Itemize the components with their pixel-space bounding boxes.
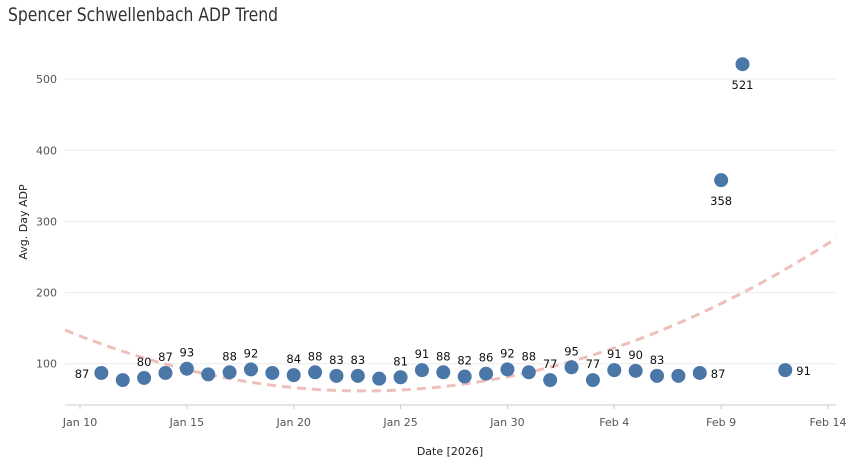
- data-point: [329, 368, 344, 383]
- data-label: 87: [158, 350, 173, 364]
- data-point: [671, 368, 686, 383]
- data-label: 88: [308, 349, 323, 363]
- data-label: 90: [628, 348, 643, 362]
- data-points: [94, 57, 793, 388]
- data-label: 93: [180, 346, 195, 360]
- data-labels: 87 80 87 93 88 92 84 88 83 83 81 91 88 82 86 92 88 77 95 77…: [75, 78, 811, 381]
- data-label: 92: [244, 346, 259, 360]
- y-tick-label: 500: [36, 73, 57, 86]
- y-tick-label: 400: [36, 144, 57, 157]
- data-point: [650, 368, 665, 383]
- data-point: [179, 361, 194, 376]
- trend-line: [64, 237, 837, 393]
- x-tick-label: Feb 14: [810, 416, 847, 429]
- x-tick-label: Jan 10: [62, 416, 97, 429]
- data-point: [457, 369, 472, 384]
- y-tick-label: 300: [36, 215, 57, 228]
- data-label: 84: [286, 352, 301, 366]
- data-point: [628, 363, 643, 378]
- data-point: [714, 173, 729, 188]
- data-label: 88: [521, 349, 536, 363]
- data-point: [372, 371, 387, 386]
- data-label: 83: [329, 353, 344, 367]
- x-tick-label: Jan 30: [489, 416, 524, 429]
- data-label: 77: [543, 357, 558, 371]
- data-point: [201, 367, 216, 382]
- data-point: [778, 363, 793, 378]
- data-label: 80: [137, 355, 152, 369]
- data-label: 87: [711, 367, 726, 381]
- data-point: [222, 365, 237, 380]
- data-label: 91: [607, 347, 622, 361]
- data-point: [350, 368, 365, 383]
- data-label: 81: [393, 354, 408, 368]
- data-point: [308, 365, 323, 380]
- y-tick-label: 200: [36, 287, 57, 300]
- grid-lines: [65, 78, 836, 365]
- data-point: [521, 365, 536, 380]
- data-label: 521: [732, 78, 754, 92]
- x-tick-label: Jan 20: [275, 416, 310, 429]
- data-label: 77: [586, 357, 601, 371]
- data-point: [479, 366, 494, 381]
- data-point: [94, 365, 109, 380]
- data-point: [115, 373, 130, 388]
- x-tick-label: Jan 25: [382, 416, 417, 429]
- data-label: 88: [222, 349, 237, 363]
- x-tick-label: Feb 4: [599, 416, 629, 429]
- data-point: [286, 368, 301, 383]
- data-label: 83: [650, 353, 665, 367]
- x-tick-label: Feb 9: [706, 416, 736, 429]
- data-point: [265, 365, 280, 380]
- data-point: [543, 373, 558, 388]
- data-point: [564, 360, 579, 375]
- data-point: [692, 365, 707, 380]
- x-tick-label: Jan 15: [169, 416, 204, 429]
- data-point: [137, 370, 152, 385]
- data-point: [158, 365, 173, 380]
- axis-ticks: 100 200 300 400 500 Jan 10 Jan 15 Jan 20 Jan 25 J…: [36, 73, 846, 429]
- data-point: [735, 57, 750, 72]
- data-label: 88: [436, 349, 451, 363]
- y-axis-title: Avg. Day ADP: [17, 184, 30, 260]
- data-label: 92: [500, 346, 515, 360]
- data-label: 83: [351, 353, 366, 367]
- data-label: 91: [415, 347, 430, 361]
- x-axis-title: Date [2026]: [417, 445, 483, 458]
- data-point: [393, 370, 408, 385]
- data-point: [436, 365, 451, 380]
- data-label: 86: [479, 351, 494, 365]
- data-point: [607, 363, 622, 378]
- data-point: [414, 363, 429, 378]
- data-point: [243, 362, 258, 377]
- data-label: 91: [796, 364, 811, 378]
- chart-title: Spencer Schwellenbach ADP Trend: [8, 4, 278, 26]
- data-label: 95: [564, 344, 579, 358]
- data-label: 87: [75, 367, 90, 381]
- data-label: 358: [710, 194, 732, 208]
- y-tick-label: 100: [36, 358, 57, 371]
- data-point: [585, 373, 600, 388]
- trend-line-layer: [64, 237, 837, 393]
- data-label: 82: [457, 354, 472, 368]
- data-point: [500, 362, 515, 377]
